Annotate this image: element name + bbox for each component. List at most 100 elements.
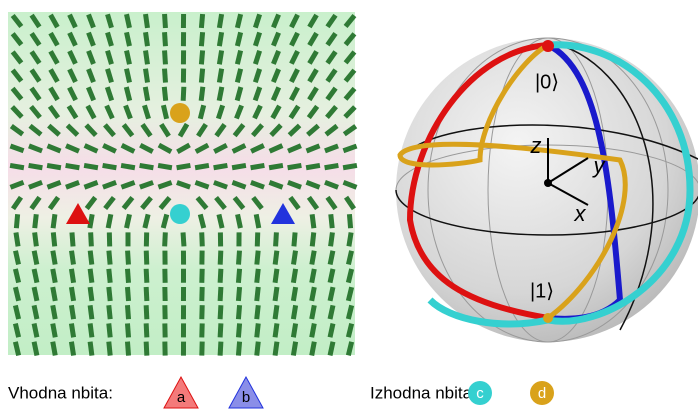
- director-dash: [124, 268, 132, 283]
- director-dash: [180, 68, 187, 83]
- director-dash: [343, 32, 357, 47]
- director-dash: [177, 122, 190, 138]
- director-dash: [254, 268, 261, 284]
- director-dash: [162, 232, 168, 247]
- director-dash: [124, 31, 132, 47]
- director-dash: [124, 68, 132, 83]
- director-dash: [143, 341, 150, 356]
- director-dash: [143, 323, 150, 338]
- director-dash: [268, 180, 284, 190]
- director-dash: [105, 49, 114, 65]
- director-dash: [180, 86, 187, 101]
- director-dash: [290, 286, 299, 302]
- director-dash: [143, 305, 150, 320]
- director-dash: [106, 268, 113, 284]
- director-dash: [287, 123, 302, 137]
- director-dash: [214, 123, 227, 138]
- director-dash: [268, 162, 284, 171]
- director-dash: [67, 31, 78, 47]
- director-dash: [157, 142, 173, 154]
- director-dash: [213, 162, 228, 171]
- director-dash: [10, 32, 24, 47]
- director-dash: [217, 305, 224, 320]
- director-dash: [142, 104, 151, 120]
- director-dash: [143, 31, 150, 47]
- director-dash: [106, 341, 113, 356]
- director-dash: [105, 31, 114, 47]
- director-dash: [195, 196, 209, 210]
- director-dash: [216, 50, 225, 65]
- director-dash: [83, 180, 99, 190]
- director-dash: [83, 162, 99, 171]
- director-dash: [251, 195, 264, 211]
- director-dash: [343, 195, 357, 211]
- director-dash: [327, 341, 336, 356]
- director-dash: [345, 341, 355, 356]
- director-dash: [31, 323, 40, 338]
- director-dash: [346, 250, 354, 265]
- director-dash: [198, 50, 206, 65]
- director-dash: [217, 341, 224, 356]
- director-dash: [162, 250, 168, 265]
- director-dash: [196, 122, 208, 138]
- sphere: [396, 38, 698, 342]
- director-dash: [235, 341, 243, 356]
- director-dash: [31, 286, 40, 302]
- director-dash: [86, 13, 96, 29]
- director-dash: [142, 86, 151, 102]
- origin: [544, 179, 552, 187]
- legend-a-marker: [163, 375, 199, 409]
- director-dash: [254, 304, 261, 320]
- director-dash: [29, 13, 42, 29]
- director-dash: [106, 250, 113, 265]
- director-dash: [235, 268, 243, 283]
- director-dash: [324, 179, 339, 190]
- director-dash: [327, 268, 336, 284]
- director-dash: [309, 268, 317, 284]
- north-pole: [542, 40, 554, 52]
- legend-d-label: d: [538, 385, 546, 402]
- director-dash: [50, 323, 58, 338]
- director-dash: [139, 162, 154, 171]
- director-dash: [104, 104, 115, 120]
- director-dash: [9, 124, 25, 137]
- director-dash: [269, 123, 283, 137]
- director-dash: [309, 341, 317, 356]
- director-dash: [216, 31, 225, 47]
- director-dash: [343, 105, 357, 119]
- director-dash: [236, 232, 242, 247]
- director-dash: [124, 50, 132, 65]
- director-dash: [198, 13, 206, 29]
- director-dash: [199, 250, 205, 265]
- director-dash: [162, 68, 168, 83]
- director-dash: [272, 323, 280, 338]
- director-dash: [216, 68, 225, 83]
- director-dash: [69, 232, 76, 247]
- director-dash: [176, 142, 191, 155]
- director-dash: [290, 250, 299, 265]
- director-dash: [50, 341, 58, 356]
- director-dash: [65, 143, 80, 154]
- director-dash: [252, 31, 263, 47]
- legend-c-label: c: [476, 385, 484, 402]
- director-dash: [180, 32, 187, 47]
- director-dash: [197, 213, 207, 229]
- director-dash: [159, 122, 171, 138]
- z-label: z: [530, 133, 542, 158]
- director-dash: [199, 286, 205, 302]
- director-dash: [345, 323, 355, 338]
- director-dash: [216, 13, 225, 29]
- director-dash: [251, 123, 264, 138]
- output-c-marker: [170, 204, 190, 224]
- director-dash: [68, 323, 77, 338]
- director-dash: [287, 143, 302, 154]
- director-dash: [343, 68, 357, 83]
- director-dash: [307, 86, 319, 102]
- director-dash: [254, 286, 261, 302]
- director-dash: [157, 180, 173, 190]
- director-dash: [287, 180, 302, 190]
- director-dash: [48, 68, 60, 83]
- director-dash: [160, 213, 170, 229]
- director-dash: [214, 196, 227, 210]
- director-dash: [176, 162, 191, 171]
